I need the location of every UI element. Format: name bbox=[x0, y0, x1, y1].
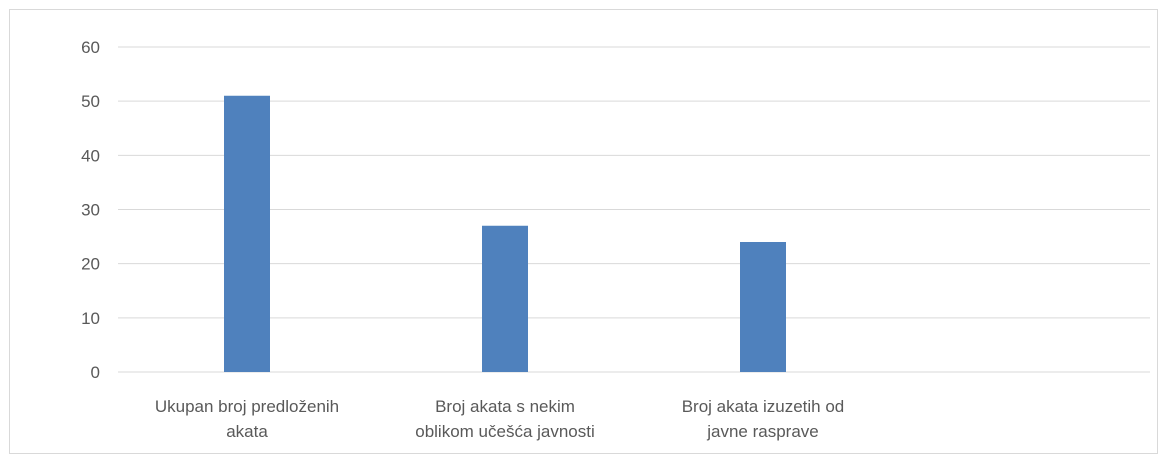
y-tick-label: 30 bbox=[81, 201, 100, 220]
y-tick-label: 10 bbox=[81, 309, 100, 328]
x-tick-label: oblikom učešća javnosti bbox=[415, 422, 595, 441]
y-tick-label: 20 bbox=[81, 255, 100, 274]
x-tick-label: Broj akata s nekim bbox=[435, 397, 575, 416]
x-tick-label: Ukupan broj predloženih bbox=[155, 397, 339, 416]
bars bbox=[224, 95, 786, 372]
x-tick-label: akata bbox=[226, 422, 268, 441]
y-tick-label: 0 bbox=[91, 363, 100, 382]
x-axis-labels: Ukupan broj predloženih akata Broj akata s… bbox=[155, 397, 844, 441]
y-tick-label: 60 bbox=[81, 38, 100, 57]
y-axis-ticks: 0 10 20 30 40 50 60 bbox=[81, 38, 100, 382]
bar bbox=[740, 242, 786, 372]
bar bbox=[482, 225, 528, 372]
chart-frame bbox=[9, 9, 1158, 454]
gridlines bbox=[118, 46, 1150, 373]
y-tick-label: 40 bbox=[81, 146, 100, 165]
y-tick-label: 50 bbox=[81, 92, 100, 111]
x-tick-label: javne rasprave bbox=[706, 422, 819, 441]
bar bbox=[224, 95, 270, 372]
x-tick-label: Broj akata izuzetih od bbox=[682, 397, 845, 416]
